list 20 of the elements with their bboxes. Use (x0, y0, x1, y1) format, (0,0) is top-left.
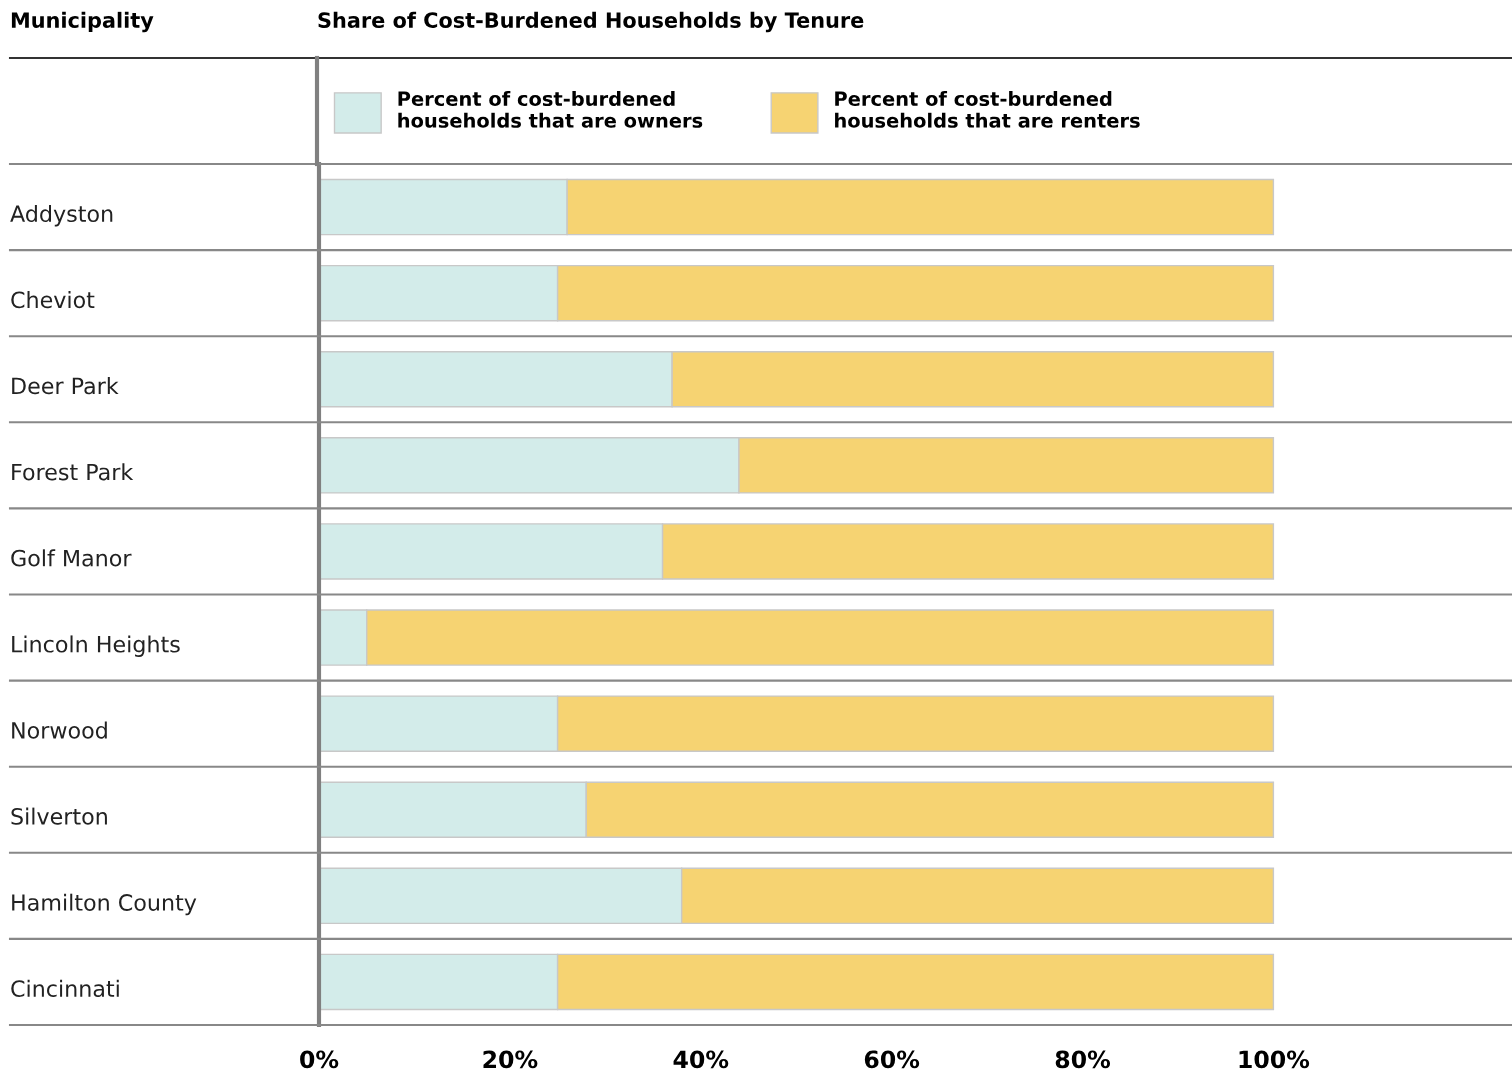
y-tick-label: Cheviot (11, 291, 95, 309)
y-tick-label: Deer Park (12, 377, 119, 395)
x-tick-label: 80% (1055, 1050, 1111, 1069)
y-tick-label: Hamilton County (12, 893, 197, 916)
y-tick-label: Norwood (12, 721, 107, 739)
legend-label: Percent of cost-burdened households that are owners (398, 91, 703, 128)
y-tick-label: Forest Park (12, 463, 134, 481)
y-tick-label: Cincinnati (11, 979, 119, 998)
x-tick-label: 20% (483, 1050, 538, 1069)
chart-title: Share of Cost-Burdened Households by Tenure (318, 11, 864, 33)
text: Municipality (11, 11, 154, 33)
y-tick-label: Lincoln Heights (12, 635, 180, 657)
y-tick-label: Golf Manor (11, 549, 132, 567)
x-tick-label: 40% (673, 1050, 729, 1069)
legend-label: Percent of cost-burdened households that are renters (835, 91, 1140, 128)
x-tick-label: 100% (1239, 1050, 1310, 1069)
x-tick-label: 0% (300, 1050, 339, 1069)
y-tick-label: Silverton (11, 807, 107, 825)
x-tick-label: 60% (864, 1050, 920, 1069)
y-tick-label: Addyston (10, 204, 113, 227)
